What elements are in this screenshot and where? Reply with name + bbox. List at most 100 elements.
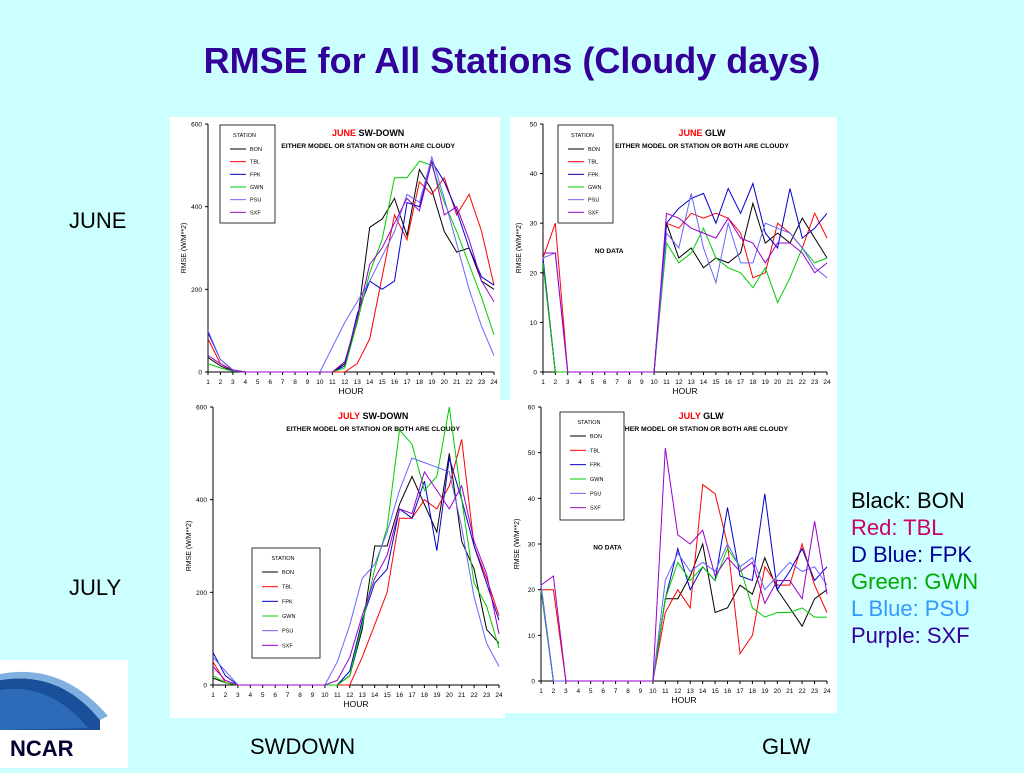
x-tick-label: 21 (453, 379, 461, 386)
x-tick-label: 23 (811, 688, 819, 695)
x-tick-label: 20 (774, 379, 782, 386)
x-tick-label: 7 (286, 692, 290, 699)
station-legend-label: SXF (282, 643, 293, 649)
legend-line-tbl: Red: TBL (851, 515, 944, 540)
x-tick-label: 14 (700, 379, 708, 386)
x-tick-label: 16 (396, 692, 404, 699)
station-legend-label: GWN (590, 477, 603, 483)
x-tick-label: 6 (601, 688, 605, 695)
x-tick-label: 17 (736, 688, 744, 695)
x-tick-label: 6 (603, 379, 607, 386)
station-legend-label: FPK (250, 172, 261, 178)
y-axis-label: RMSE (W/M**2) (181, 223, 188, 274)
station-legend-label: SXF (590, 506, 601, 512)
station-legend-label: TBL (282, 585, 292, 591)
x-tick-label: 14 (699, 688, 707, 695)
x-tick-label: 4 (243, 379, 247, 386)
x-tick-label: 20 (446, 692, 454, 699)
ncar-logo: NCAR (0, 660, 128, 768)
chart-june-swdown: 0 200 400 600 1 2 3 4 5 6 7 8 9 10 11 12 13 14 15 16 17 18 19 2… (170, 117, 500, 400)
x-tick-label: 1 (211, 692, 215, 699)
page-title: RMSE for All Stations (Cloudy days) (203, 40, 821, 81)
logo-text: NCAR (10, 736, 74, 761)
x-tick-label: 24 (495, 692, 503, 699)
y-tick-label: 50 (530, 122, 538, 129)
station-legend-box (557, 124, 614, 224)
x-tick-label: 5 (589, 688, 593, 695)
series-line-gwn (542, 226, 828, 373)
color-legend: Black: BON Red: TBL D Blue: FPK Green: G… (851, 487, 978, 649)
station-legend-box (251, 547, 321, 659)
x-tick-label: 18 (749, 379, 757, 386)
series-line-sxf (540, 448, 828, 682)
station-legend-box (219, 124, 276, 224)
station-legend-label: GWN (588, 185, 601, 191)
x-tick-label: 19 (762, 379, 770, 386)
y-tick-label: 0 (531, 679, 535, 686)
no-data-annotation: NO DATA (595, 248, 624, 255)
x-tick-label: 18 (421, 692, 429, 699)
x-tick-label: 9 (639, 688, 643, 695)
x-tick-label: 8 (298, 692, 302, 699)
x-tick-label: 17 (408, 692, 416, 699)
chart-subtitle: EITHER MODEL OR STATION OR BOTH ARE CLOU… (614, 426, 788, 433)
x-tick-label: 4 (578, 379, 582, 386)
chart-july-swdown: 0 200 400 600 1 2 3 4 5 6 7 8 9 10 11 12 13 14 15 16 17 18 19 2… (170, 400, 505, 718)
x-tick-label: 16 (391, 379, 399, 386)
x-tick-label: 6 (273, 692, 277, 699)
station-legend-label: SXF (250, 210, 261, 216)
chart-subtitle: EITHER MODEL OR STATION OR BOTH ARE CLOU… (281, 143, 455, 150)
x-tick-label: 8 (293, 379, 297, 386)
station-legend-label: PSU (250, 198, 261, 204)
x-tick-label: 7 (281, 379, 285, 386)
x-tick-label: 13 (359, 692, 367, 699)
x-tick-label: 19 (761, 688, 769, 695)
y-tick-label: 0 (203, 683, 207, 690)
station-legend-label: TBL (588, 160, 598, 166)
station-legend-title: STATION (271, 556, 294, 562)
x-tick-label: 1 (206, 379, 210, 386)
x-tick-label: 5 (591, 379, 595, 386)
y-tick-label: 0 (533, 370, 537, 377)
x-tick-label: 22 (799, 688, 807, 695)
y-axis-label: RMSE (W/M**2) (516, 223, 523, 274)
x-tick-label: 10 (321, 692, 329, 699)
y-tick-label: 40 (528, 496, 536, 503)
chart-june-glw: 0 10 20 30 40 50 1 2 3 4 5 6 7 8 9 10 11 12 13 14 15 16 17 18 19… (510, 117, 837, 400)
x-tick-label: 12 (674, 688, 682, 695)
chart-subtitle: EITHER MODEL OR STATION OR BOTH ARE CLOU… (286, 426, 460, 433)
series-line-tbl (542, 212, 828, 373)
station-legend-label: GWN (250, 185, 263, 191)
x-tick-label: 11 (329, 379, 336, 386)
x-tick-label: 9 (640, 379, 644, 386)
x-tick-label: 9 (306, 379, 310, 386)
x-tick-label: 18 (416, 379, 424, 386)
x-tick-label: 13 (687, 688, 695, 695)
y-tick-label: 0 (198, 370, 202, 377)
x-tick-label: 11 (662, 688, 669, 695)
chart-title: JUNE SW-DOWN (332, 128, 404, 138)
y-tick-label: 200 (196, 590, 207, 597)
y-tick-label: 30 (528, 542, 536, 549)
x-axis-label: HOUR (672, 386, 697, 396)
x-tick-label: 15 (383, 692, 391, 699)
x-axis-label: HOUR (338, 386, 363, 396)
station-legend-label: GWN (282, 614, 295, 620)
x-tick-label: 1 (541, 379, 545, 386)
x-tick-label: 15 (711, 688, 719, 695)
x-tick-label: 3 (564, 688, 568, 695)
x-tick-label: 24 (823, 379, 831, 386)
x-tick-label: 5 (261, 692, 265, 699)
x-tick-label: 2 (219, 379, 223, 386)
x-tick-label: 22 (471, 692, 479, 699)
x-tick-label: 17 (737, 379, 745, 386)
chart-subtitle: EITHER MODEL OR STATION OR BOTH ARE CLOU… (615, 143, 789, 150)
x-tick-label: 2 (552, 688, 556, 695)
y-tick-label: 600 (196, 405, 207, 412)
x-tick-label: 15 (378, 379, 386, 386)
x-tick-label: 10 (649, 688, 657, 695)
y-tick-label: 20 (528, 587, 536, 594)
x-tick-label: 11 (334, 692, 341, 699)
